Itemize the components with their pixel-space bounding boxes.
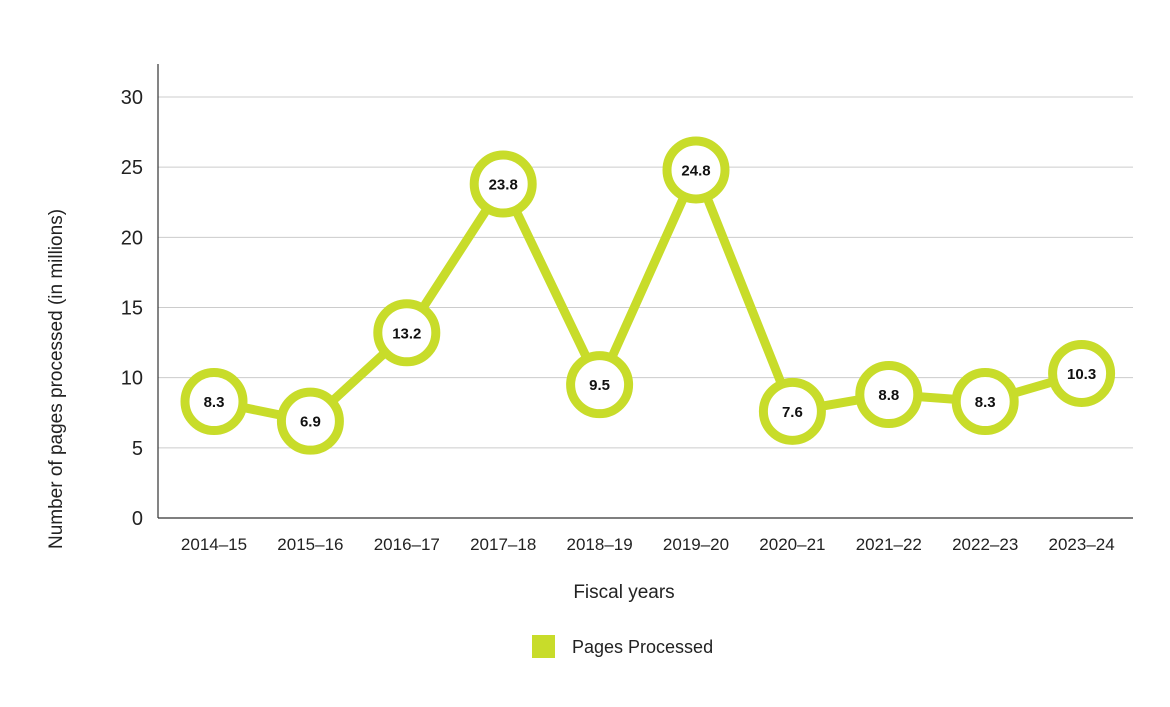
data-point-marker xyxy=(276,387,344,455)
data-points: 8.3 6.9 13.2 23.8 9.5 24.8 7.6 8.8 8.3 10.3 xyxy=(180,136,1116,455)
y-tick-label: 10 xyxy=(121,368,143,390)
data-point-marker xyxy=(180,368,248,436)
series-line xyxy=(209,165,1087,426)
y-tick-label: 5 xyxy=(132,438,143,460)
x-tick-label: 2015–16 xyxy=(277,535,343,554)
y-tick-labels: 0 5 10 15 20 25 30 xyxy=(121,87,143,530)
data-label: 8.3 xyxy=(204,394,225,411)
y-tick-label: 30 xyxy=(121,87,143,109)
legend-label: Pages Processed xyxy=(572,637,713,657)
data-label: 9.5 xyxy=(589,377,610,394)
x-tick-label: 2018–19 xyxy=(567,535,633,554)
data-label: 24.8 xyxy=(681,162,710,179)
x-tick-label: 2022–23 xyxy=(952,535,1018,554)
data-point-marker xyxy=(469,150,537,218)
x-tick-label: 2014–15 xyxy=(181,535,247,554)
legend-swatch xyxy=(532,635,555,658)
data-label: 8.3 xyxy=(975,394,996,411)
data-point-marker xyxy=(758,377,826,445)
data-label: 8.8 xyxy=(878,387,899,404)
y-tick-label: 25 xyxy=(121,157,143,179)
data-label: 7.6 xyxy=(782,404,803,421)
x-tick-label: 2020–21 xyxy=(759,535,825,554)
data-label: 10.3 xyxy=(1067,366,1096,383)
data-point-marker xyxy=(855,361,923,429)
x-tick-labels: 2014–15 2015–16 2016–17 2017–18 2018–19 2019–… xyxy=(181,535,1115,554)
data-label: 6.9 xyxy=(300,414,321,431)
data-point-marker xyxy=(373,299,441,367)
y-tick-label: 20 xyxy=(121,227,143,249)
data-point-marker xyxy=(662,136,730,204)
x-tick-label: 2021–22 xyxy=(856,535,922,554)
x-tick-label: 2019–20 xyxy=(663,535,729,554)
data-point-marker xyxy=(566,351,634,419)
data-label: 23.8 xyxy=(489,177,518,194)
data-point-marker xyxy=(951,368,1019,436)
y-tick-label: 0 xyxy=(132,508,143,530)
y-tick-label: 15 xyxy=(121,298,143,320)
legend: Pages Processed xyxy=(532,635,713,658)
x-axis-label: Fiscal years xyxy=(573,582,674,603)
y-axis-label: Number of pages processed (in millions) xyxy=(46,209,67,549)
data-point-marker xyxy=(1048,339,1116,407)
gridlines xyxy=(158,96,1133,449)
x-tick-label: 2023–24 xyxy=(1049,535,1115,554)
x-tick-label: 2017–18 xyxy=(470,535,536,554)
x-tick-label: 2016–17 xyxy=(374,535,440,554)
data-label: 13.2 xyxy=(392,325,421,342)
series-line-layer xyxy=(209,165,1087,426)
